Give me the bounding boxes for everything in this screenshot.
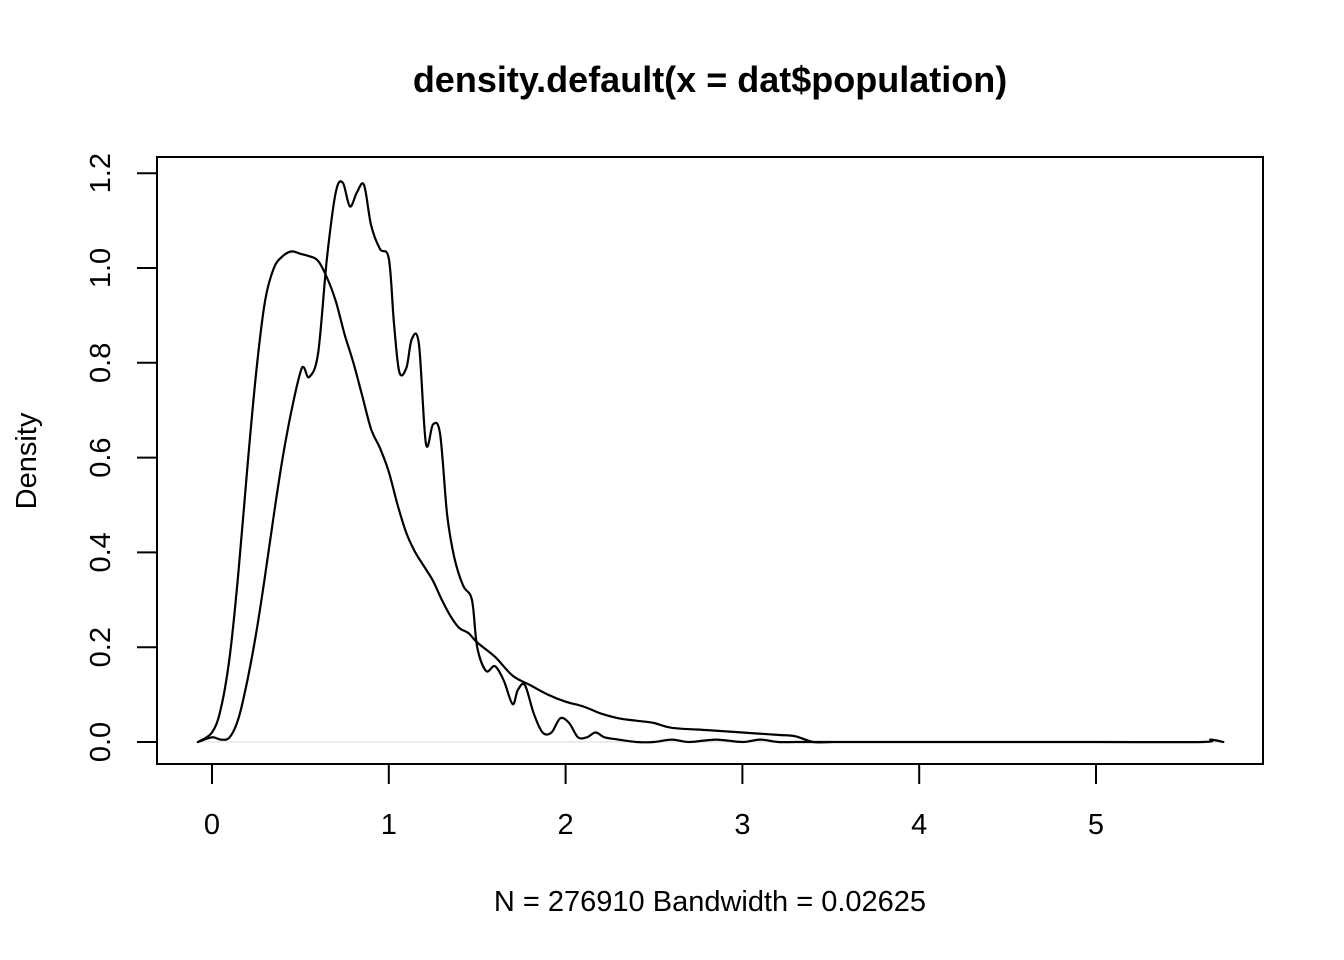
x-tick-label: 1 [381, 809, 397, 841]
y-tick-label: 0.0 [85, 722, 117, 762]
density-curve-2 [196, 180, 1225, 744]
y-tick-label: 0.8 [85, 343, 117, 383]
chart-title: density.default(x = dat$population) [413, 59, 1007, 100]
density-curve-1 [196, 250, 832, 744]
plot-frame [156, 156, 1264, 765]
x-tick-label: 4 [911, 809, 927, 841]
x-tick-label: 5 [1088, 809, 1104, 841]
y-axis: 0.0 0.2 0.4 0.6 0.8 1.0 1.2 [85, 153, 158, 762]
y-tick-label: 1.2 [85, 153, 117, 193]
y-axis-title: Density [11, 412, 43, 509]
y-tick-label: 1.0 [85, 248, 117, 288]
x-tick-label: 0 [204, 809, 220, 841]
y-tick-label: 0.4 [85, 532, 117, 572]
y-tick-label: 0.6 [85, 437, 117, 477]
x-axis-title: N = 276910 Bandwidth = 0.02625 [494, 886, 926, 918]
x-tick-label: 2 [558, 809, 574, 841]
x-tick-label: 3 [734, 809, 750, 841]
x-axis: 0 1 2 3 4 5 [204, 763, 1104, 841]
density-curves [196, 180, 1225, 744]
y-tick-label: 0.2 [85, 627, 117, 667]
